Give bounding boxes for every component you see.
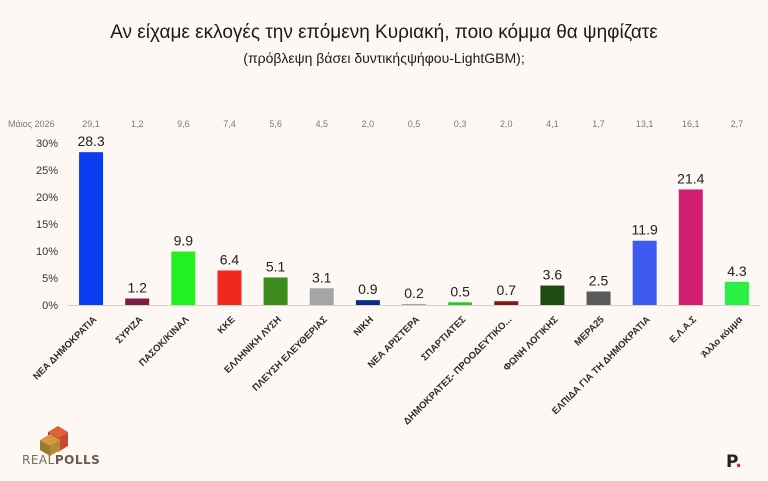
bar <box>355 300 380 305</box>
y-tick-label: 20% <box>36 192 58 204</box>
bar <box>586 291 611 305</box>
comparison-value: 0,3 <box>454 119 467 129</box>
category-label: ΝΙΚΗ <box>352 314 376 338</box>
bar <box>678 189 703 305</box>
comparison-value: 2,7 <box>731 119 744 129</box>
comparison-value: 29,1 <box>82 119 100 129</box>
comparison-value: 2,0 <box>500 119 513 129</box>
y-tick-label: 15% <box>36 219 58 231</box>
comparison-row-label: Μάιος 2026 <box>8 119 55 129</box>
data-label: 0.2 <box>404 285 424 301</box>
bar <box>217 270 242 305</box>
comparison-value: 16,1 <box>682 119 700 129</box>
category-label: ΜΕΡΑ25 <box>572 314 607 349</box>
data-label: 4.3 <box>727 263 747 279</box>
data-label: 2.5 <box>589 273 609 289</box>
y-tick-label: 5% <box>42 273 58 285</box>
bar <box>402 303 426 305</box>
data-label: 0.7 <box>497 282 517 298</box>
comparison-value: 5,6 <box>269 119 282 129</box>
brand-letter: P <box>726 452 736 472</box>
realpolls-wordmark: REALPOLLS <box>22 453 100 467</box>
data-label: 0.5 <box>450 283 470 299</box>
brand-dot: . <box>735 452 742 472</box>
comparison-value: 4,1 <box>546 119 559 129</box>
bar <box>79 152 104 305</box>
comparison-value: 4,5 <box>315 119 328 129</box>
comparison-value: 1,7 <box>592 119 605 129</box>
logo-text-light: REAL <box>22 453 55 467</box>
bar <box>309 288 334 305</box>
comparison-value: 0,5 <box>408 119 421 129</box>
category-label: ΝΕΑ ΔΗΜΟΚΡΑΤΙΑ <box>31 314 99 382</box>
comparison-value: 1,2 <box>131 119 144 129</box>
chart-title: Αν είχαμε εκλογές την επόμενη Κυριακή, π… <box>110 22 658 43</box>
category-label: ΣΠΑΡΤΙΑΤΕΣ <box>419 314 468 363</box>
bar <box>540 285 565 305</box>
bar <box>632 240 657 305</box>
bar <box>448 302 473 305</box>
bar <box>125 298 150 305</box>
data-label: 6.4 <box>220 251 240 267</box>
data-label: 5.1 <box>266 258 286 274</box>
brand-mark: P. <box>726 452 742 472</box>
chart-subtitle: (πρόβλεψη βάσει δυντικήςψήφου-LightGBM); <box>243 50 525 66</box>
data-label: 0.9 <box>358 281 378 297</box>
category-label: Ε.Λ.Α.Σ <box>668 314 699 345</box>
data-label: 28.3 <box>77 133 104 149</box>
data-label: 1.2 <box>127 280 147 296</box>
data-label: 3.1 <box>312 269 332 285</box>
y-tick-label: 10% <box>36 246 58 258</box>
bar <box>724 281 749 305</box>
bar <box>171 251 196 305</box>
bar <box>263 277 288 305</box>
category-label: ΠΑΣΟΚ/ΚΙΝΑΛ <box>137 314 192 369</box>
category-label: ΣΥΡΙΖΑ <box>114 314 146 346</box>
y-tick-label: 0% <box>42 300 58 312</box>
y-tick-label: 30% <box>36 138 58 150</box>
comparison-value: 7,4 <box>223 119 236 129</box>
logo-text-bold: POLLS <box>54 453 101 467</box>
y-tick-label: 25% <box>36 165 58 177</box>
category-label: ΕΛΠΙΔΑ ΓΙΑ ΤΗ ΔΗΜΟΚΡΑΤΙΑ <box>550 314 653 417</box>
realpolls-logo-icon <box>40 426 68 456</box>
comparison-value: 9,6 <box>177 119 190 129</box>
data-label: 21.4 <box>677 170 704 186</box>
comparison-value: 13,1 <box>636 119 654 129</box>
data-label: 3.6 <box>543 267 563 283</box>
category-label: Άλλο κόμμα <box>699 314 745 360</box>
data-label: 9.9 <box>174 233 194 249</box>
bar <box>494 301 519 305</box>
category-label: ΠΛΕΥΣΗ ΕΛΕΥΘΕΡΙΑΣ <box>250 314 330 394</box>
comparison-value: 2,0 <box>362 119 375 129</box>
data-label: 11.9 <box>632 222 658 238</box>
category-label: ΚΚΕ <box>216 314 238 336</box>
